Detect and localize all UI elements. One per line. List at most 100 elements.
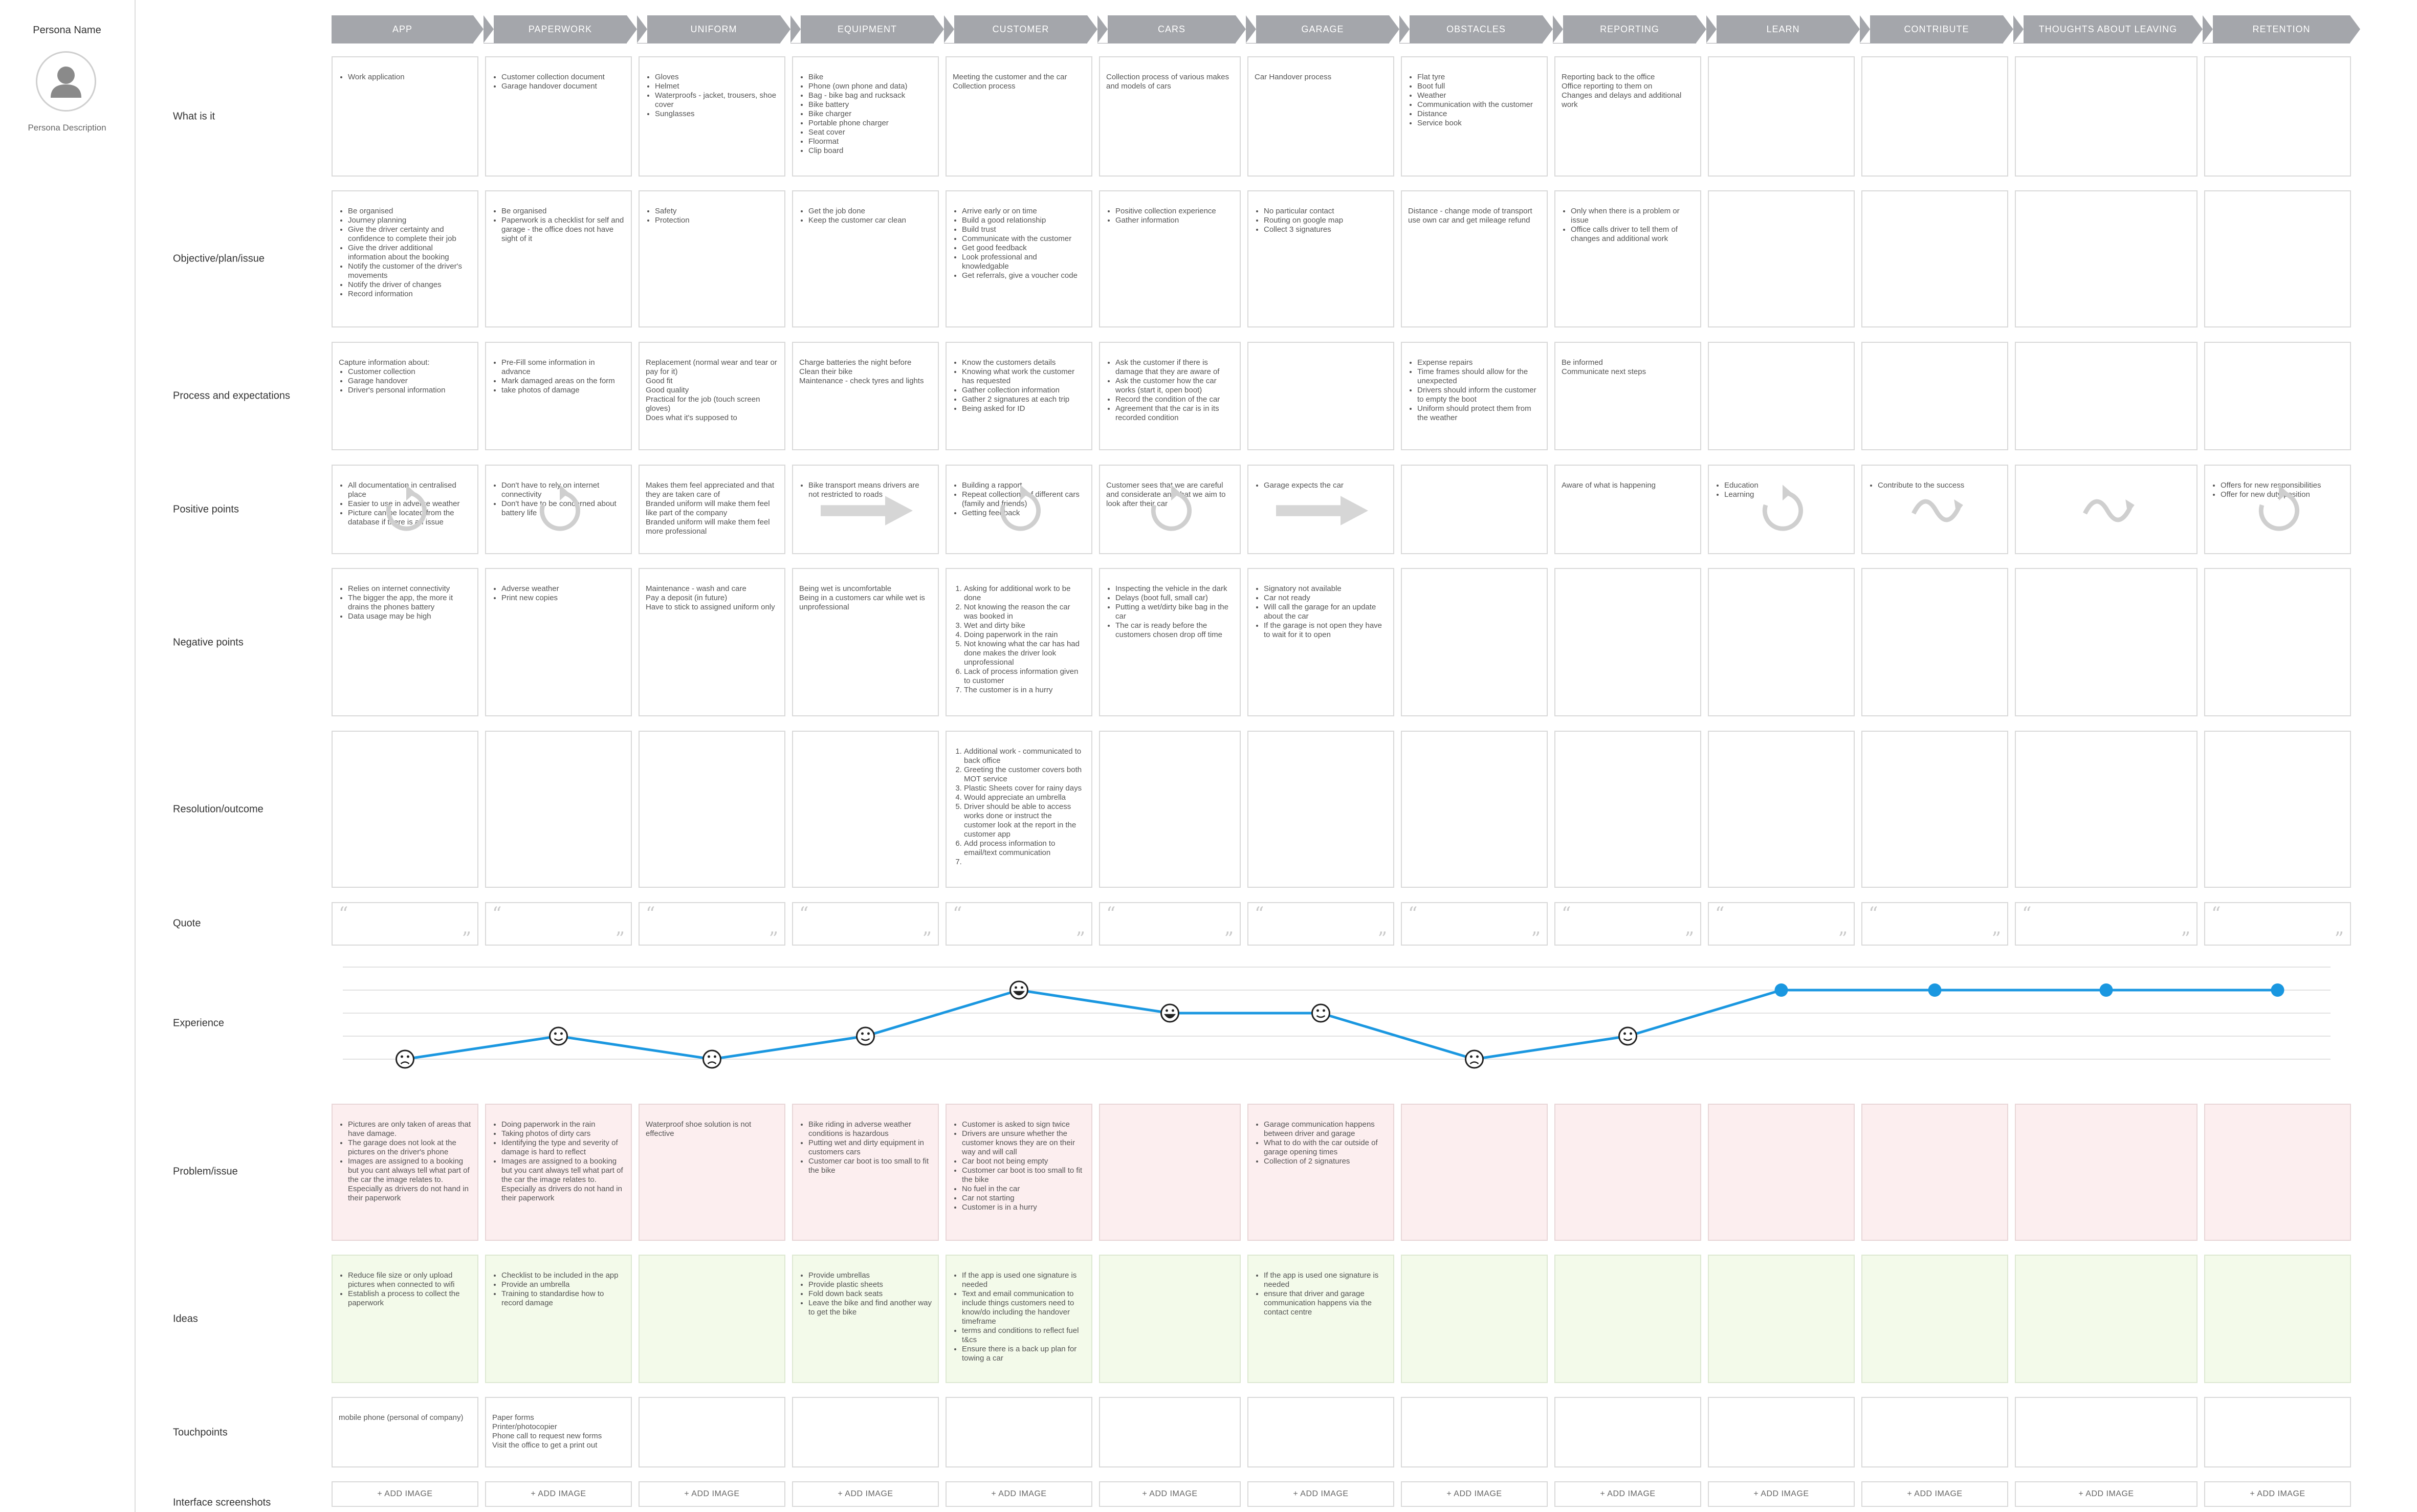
process-cell[interactable]	[1708, 342, 1855, 450]
add-image-button[interactable]: + ADD IMAGE	[1247, 1481, 1394, 1507]
add-image-button[interactable]: + ADD IMAGE	[792, 1481, 939, 1507]
negative-cell[interactable]: Inspecting the vehicle in the darkDelays…	[1099, 568, 1241, 716]
touchpoints-cell[interactable]	[1708, 1397, 1855, 1467]
negative-cell[interactable]	[2204, 568, 2351, 716]
problem-cell[interactable]	[1554, 1104, 1701, 1241]
resolution-cell[interactable]	[2015, 731, 2198, 888]
touchpoints-cell[interactable]	[2015, 1397, 2198, 1467]
ideas-cell[interactable]: If the app is used one signature is need…	[1247, 1255, 1394, 1383]
negative-cell[interactable]: Being wet is uncomfortable Being in a cus…	[792, 568, 939, 716]
resolution-cell[interactable]: Additional work - communicated to back o…	[946, 731, 1092, 888]
negative-cell[interactable]	[1708, 568, 1855, 716]
what-cell[interactable]: BikePhone (own phone and data)Bag - bike…	[792, 56, 939, 177]
objective-cell[interactable]: Get the job doneKeep the customer car cl…	[792, 190, 939, 327]
quote-cell[interactable]: “”	[792, 902, 939, 946]
ideas-cell[interactable]	[1861, 1255, 2008, 1383]
positive-cell[interactable]: Building a rapportRepeat collections of …	[946, 465, 1092, 554]
what-cell[interactable]: Flat tyreBoot fullWeatherCommunication w…	[1401, 56, 1548, 177]
positive-cell[interactable]: All documentation in centralised placeEa…	[332, 465, 478, 554]
touchpoints-cell[interactable]	[1099, 1397, 1241, 1467]
process-cell[interactable]: Expense repairsTime frames should allow …	[1401, 342, 1548, 450]
resolution-cell[interactable]	[1861, 731, 2008, 888]
what-cell[interactable]	[2204, 56, 2351, 177]
what-cell[interactable]: Collection process of various makes and …	[1099, 56, 1241, 177]
what-cell[interactable]: Reporting back to the office Office repor…	[1554, 56, 1701, 177]
touchpoints-cell[interactable]	[946, 1397, 1092, 1467]
experience-point[interactable]	[1928, 983, 1942, 997]
resolution-cell[interactable]	[1247, 731, 1394, 888]
process-cell[interactable]: Capture information about:Customer colle…	[332, 342, 478, 450]
ideas-cell[interactable]	[2015, 1255, 2198, 1383]
problem-cell[interactable]: Customer is asked to sign twiceDrivers a…	[946, 1104, 1092, 1241]
process-cell[interactable]	[1247, 342, 1394, 450]
positive-cell[interactable]: Contribute to the success	[1861, 465, 2008, 554]
problem-cell[interactable]	[1708, 1104, 1855, 1241]
touchpoints-cell[interactable]: mobile phone (personal of company)	[332, 1397, 478, 1467]
what-cell[interactable]: GlovesHelmetWaterproofs - jacket, trouse…	[639, 56, 785, 177]
phase-thoughts-about-leaving[interactable]: THOUGHTS ABOUT LEAVING	[2013, 15, 2192, 43]
process-cell[interactable]: Charge batteries the night before Clean t…	[792, 342, 939, 450]
add-image-button[interactable]: + ADD IMAGE	[639, 1481, 785, 1507]
touchpoints-cell[interactable]	[1861, 1397, 2008, 1467]
phase-reporting[interactable]: REPORTING	[1553, 15, 1696, 43]
face-sad-icon[interactable]	[702, 1049, 721, 1069]
phase-contribute[interactable]: CONTRIBUTE	[1860, 15, 2003, 43]
experience-point[interactable]	[1774, 983, 1788, 997]
ideas-cell[interactable]: Checklist to be included in the appProvi…	[485, 1255, 632, 1383]
quote-cell[interactable]: “”	[1708, 902, 1855, 946]
touchpoints-cell[interactable]	[1247, 1397, 1394, 1467]
add-image-button[interactable]: + ADD IMAGE	[2204, 1481, 2351, 1507]
positive-cell[interactable]: Don't have to rely on internet connectiv…	[485, 465, 632, 554]
experience-point[interactable]	[2271, 983, 2284, 997]
objective-cell[interactable]: Distance - change mode of transport use o…	[1401, 190, 1548, 327]
positive-cell[interactable]: Offers for new responsibilitiesOffer for…	[2204, 465, 2351, 554]
add-image-button[interactable]: + ADD IMAGE	[946, 1481, 1092, 1507]
resolution-cell[interactable]	[2204, 731, 2351, 888]
phase-customer[interactable]: CUSTOMER	[944, 15, 1087, 43]
add-image-button[interactable]: + ADD IMAGE	[2015, 1481, 2198, 1507]
resolution-cell[interactable]	[639, 731, 785, 888]
objective-cell[interactable]	[1861, 190, 2008, 327]
add-image-button[interactable]: + ADD IMAGE	[485, 1481, 632, 1507]
resolution-cell[interactable]	[1708, 731, 1855, 888]
what-cell[interactable]: Meeting the customer and the car Collecti…	[946, 56, 1092, 177]
face-neutral-icon[interactable]	[549, 1026, 568, 1046]
touchpoints-cell[interactable]: Paper forms Printer/photocopier Phone call…	[485, 1397, 632, 1467]
quote-cell[interactable]: “”	[2204, 902, 2351, 946]
process-cell[interactable]	[1861, 342, 2008, 450]
face-sad-icon[interactable]	[1465, 1049, 1484, 1069]
what-cell[interactable]: Car Handover process	[1247, 56, 1394, 177]
negative-cell[interactable]	[2015, 568, 2198, 716]
quote-cell[interactable]: “”	[639, 902, 785, 946]
ideas-cell[interactable]	[1708, 1255, 1855, 1383]
problem-cell[interactable]: Bike riding in adverse weather condition…	[792, 1104, 939, 1241]
problem-cell[interactable]	[1401, 1104, 1548, 1241]
negative-cell[interactable]: Asking for additional work to be doneNot…	[946, 568, 1092, 716]
process-cell[interactable]	[2015, 342, 2198, 450]
face-sad-icon[interactable]	[395, 1049, 414, 1069]
what-cell[interactable]	[1861, 56, 2008, 177]
negative-cell[interactable]	[1861, 568, 2008, 716]
experience-point[interactable]	[2099, 983, 2113, 997]
what-cell[interactable]	[1708, 56, 1855, 177]
phase-app[interactable]: APP	[332, 15, 473, 43]
quote-cell[interactable]: “”	[1099, 902, 1241, 946]
resolution-cell[interactable]	[332, 731, 478, 888]
process-cell[interactable]: Know the customers detailsKnowing what w…	[946, 342, 1092, 450]
ideas-cell[interactable]	[1401, 1255, 1548, 1383]
process-cell[interactable]	[2204, 342, 2351, 450]
touchpoints-cell[interactable]	[639, 1397, 785, 1467]
quote-cell[interactable]: “”	[1554, 902, 1701, 946]
add-image-button[interactable]: + ADD IMAGE	[1554, 1481, 1701, 1507]
problem-cell[interactable]	[1099, 1104, 1241, 1241]
what-cell[interactable]	[2015, 56, 2198, 177]
negative-cell[interactable]	[1401, 568, 1548, 716]
positive-cell[interactable]: Bike transport means drivers are not res…	[792, 465, 939, 554]
phase-uniform[interactable]: UNIFORM	[637, 15, 780, 43]
process-cell[interactable]: Be informed Communicate next steps	[1554, 342, 1701, 450]
problem-cell[interactable]: Doing paperwork in the rainTaking photos…	[485, 1104, 632, 1241]
what-cell[interactable]: Work application	[332, 56, 478, 177]
ideas-cell[interactable]: Provide umbrellasProvide plastic sheetsF…	[792, 1255, 939, 1383]
process-cell[interactable]: Pre-Fill some information in advanceMark…	[485, 342, 632, 450]
quote-cell[interactable]: “”	[332, 902, 478, 946]
